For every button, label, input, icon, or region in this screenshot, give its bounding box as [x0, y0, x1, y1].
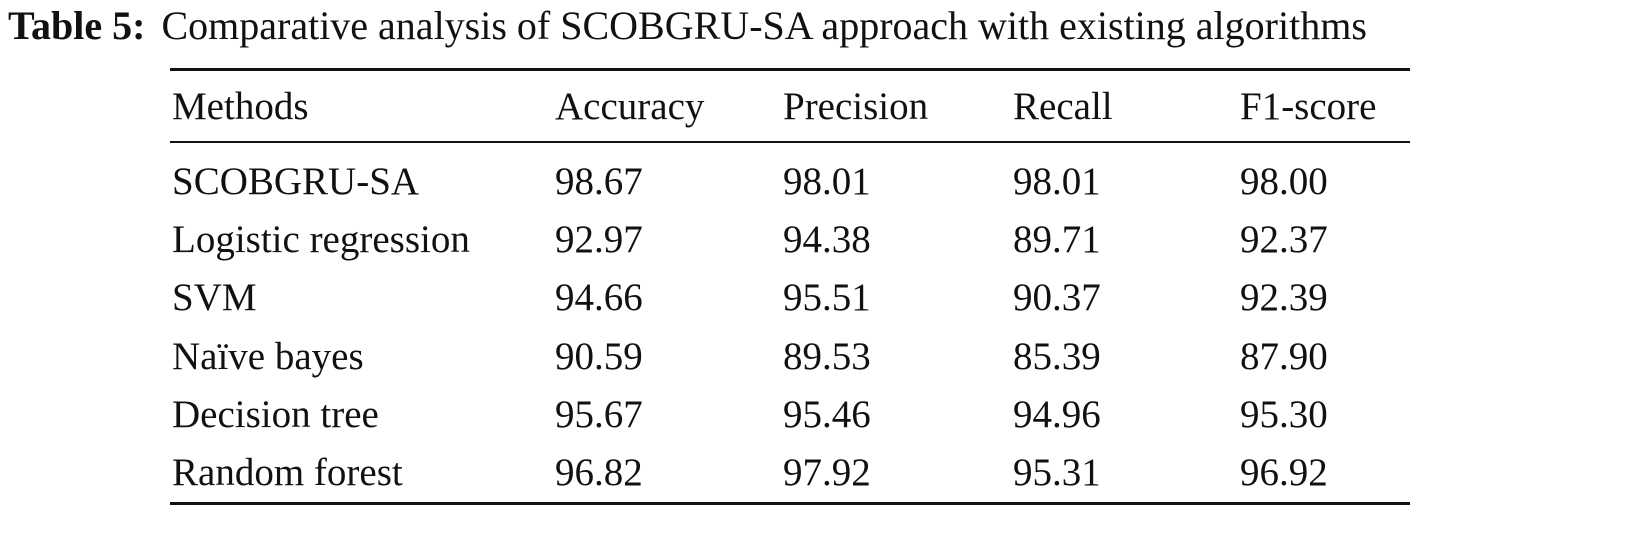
value-cell: 98.00: [1240, 160, 1328, 203]
value-cell: 95.67: [555, 392, 643, 436]
caption-label: Table 5:: [8, 3, 146, 48]
caption: Table 5: Comparative analysis of SCOBGRU-…: [8, 2, 1367, 49]
value-cell: 92.39: [1240, 276, 1328, 320]
value-cell: 98.01: [1013, 160, 1101, 203]
header-rule: [170, 141, 1410, 143]
value-cell: 98.01: [783, 160, 871, 203]
value-cell: 96.82: [555, 451, 643, 494]
value-cell: 89.53: [783, 334, 871, 378]
value-cell: 87.90: [1240, 334, 1328, 378]
value-cell: 97.92: [783, 451, 871, 494]
header-cell: F1-score: [1240, 85, 1377, 128]
value-cell: 90.37: [1013, 276, 1101, 320]
value-cell: 90.59: [555, 334, 643, 378]
value-cell: 89.71: [1013, 218, 1101, 262]
caption-text: Comparative analysis of SCOBGRU-SA appro…: [161, 3, 1367, 48]
method-cell: SCOBGRU-SA: [172, 160, 420, 203]
method-cell: Naïve bayes: [172, 334, 364, 378]
header-cell: Precision: [783, 85, 929, 128]
method-cell: Logistic regression: [172, 218, 470, 262]
header-cell: Recall: [1013, 85, 1113, 128]
method-cell: SVM: [172, 276, 257, 320]
header-cell: Methods: [172, 85, 309, 128]
value-cell: 94.38: [783, 218, 871, 262]
value-cell: 95.30: [1240, 392, 1328, 436]
bottom-rule: [170, 502, 1410, 505]
top-rule: [170, 68, 1410, 71]
value-cell: 95.46: [783, 392, 871, 436]
value-cell: 95.31: [1013, 451, 1101, 494]
value-cell: 94.96: [1013, 392, 1101, 436]
method-cell: Random forest: [172, 451, 403, 494]
value-cell: 95.51: [783, 276, 871, 320]
value-cell: 92.37: [1240, 218, 1328, 262]
method-cell: Decision tree: [172, 392, 379, 436]
value-cell: 98.67: [555, 160, 643, 203]
value-cell: 96.92: [1240, 451, 1328, 494]
value-cell: 94.66: [555, 276, 643, 320]
header-cell: Accuracy: [555, 85, 705, 128]
value-cell: 85.39: [1013, 334, 1101, 378]
value-cell: 92.97: [555, 218, 643, 262]
